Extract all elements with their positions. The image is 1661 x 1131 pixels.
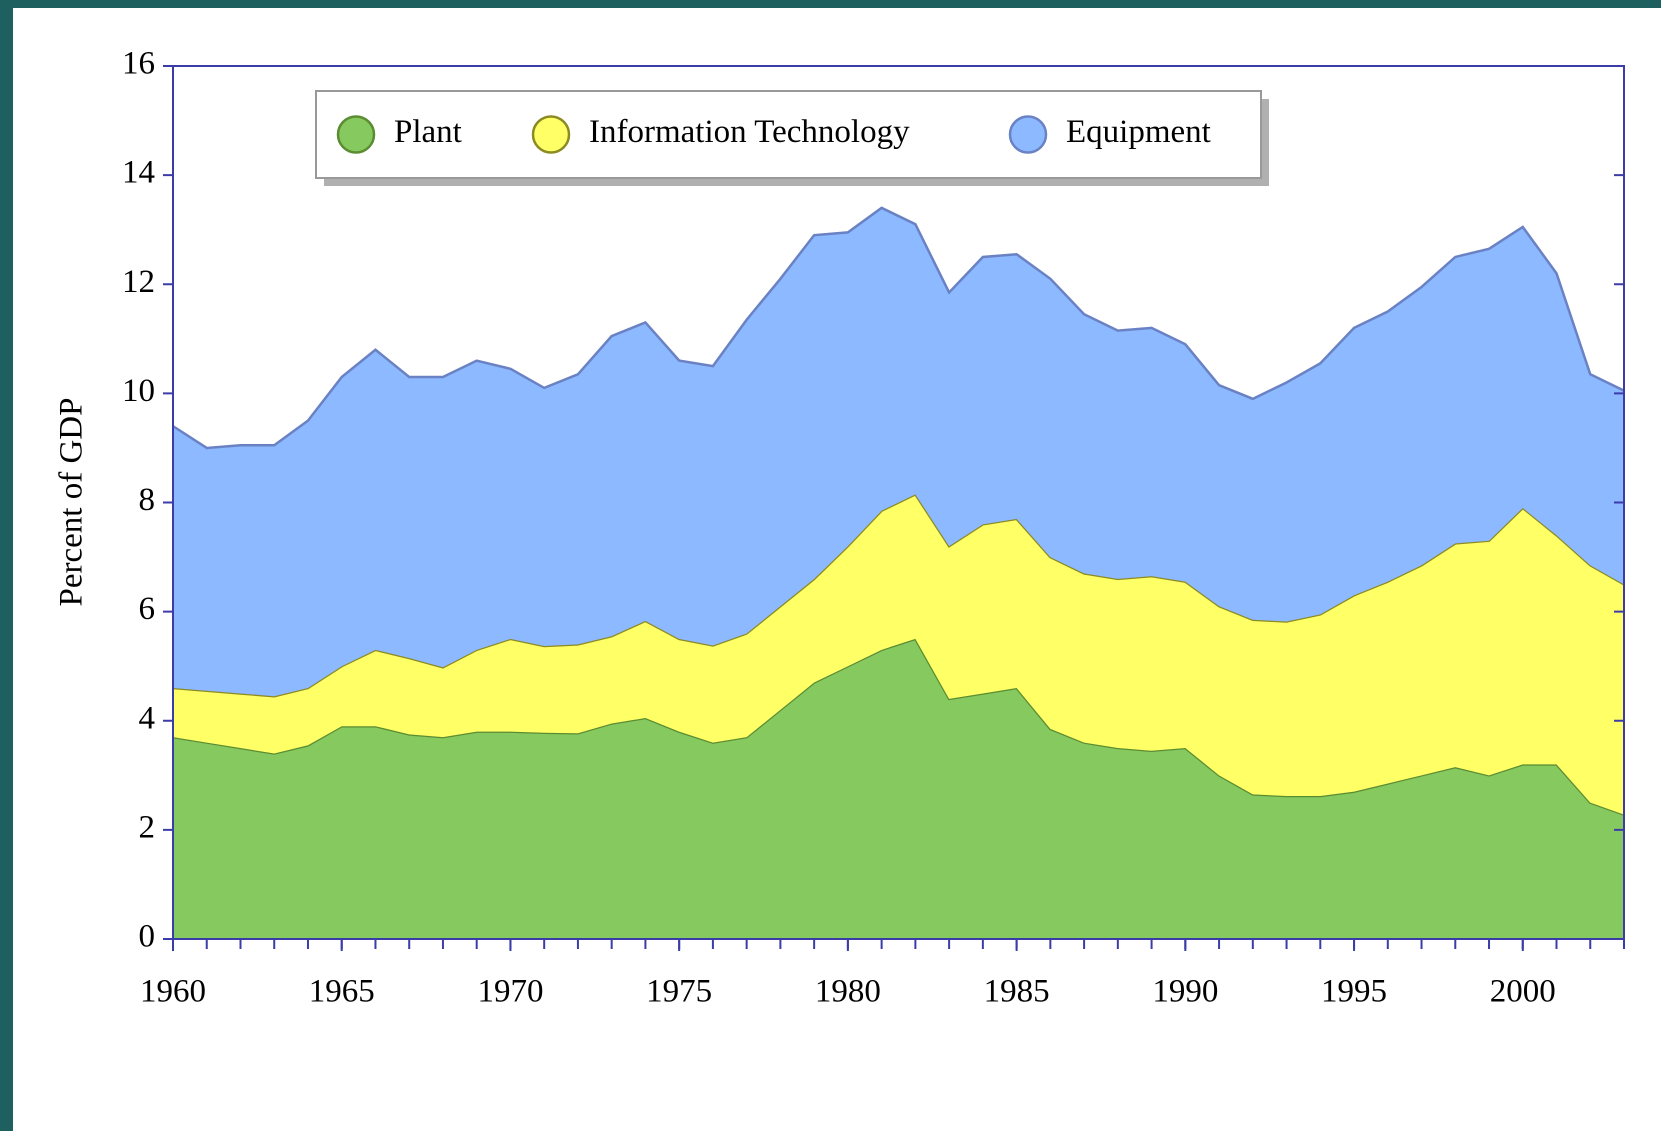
y-tick-label: 10 bbox=[122, 373, 155, 409]
area-edge bbox=[172, 206, 1625, 450]
legend-label: Equipment bbox=[1066, 114, 1211, 150]
y-tick-label: 2 bbox=[139, 809, 156, 845]
y-tick-label: 14 bbox=[122, 155, 155, 191]
x-tick-label: 1990 bbox=[1152, 974, 1218, 1010]
x-tick-label: 1985 bbox=[984, 974, 1050, 1010]
area bbox=[173, 494, 1624, 815]
legend-label: Information Technology bbox=[589, 114, 910, 150]
area bbox=[173, 207, 1624, 697]
y-tick-label: 12 bbox=[122, 264, 155, 300]
y-tick-label: 4 bbox=[139, 700, 156, 736]
x-tick-label: 1960 bbox=[140, 974, 206, 1010]
x-tick-label: 1980 bbox=[815, 974, 881, 1010]
y-tick-label: 16 bbox=[122, 46, 155, 82]
legend-label: Plant bbox=[394, 114, 462, 150]
legend bbox=[315, 90, 1262, 179]
legend-swatch bbox=[531, 115, 571, 154]
x-tick-label: 1975 bbox=[646, 974, 712, 1010]
area bbox=[173, 638, 1624, 939]
legend-swatch bbox=[336, 115, 376, 154]
x-tick-label: 1995 bbox=[1321, 974, 1387, 1010]
x-tick-label: 1970 bbox=[477, 974, 543, 1010]
y-tick-label: 6 bbox=[139, 591, 156, 627]
y-tick-label: 8 bbox=[139, 482, 156, 518]
x-tick-label: 1965 bbox=[309, 974, 375, 1010]
legend-swatch bbox=[1008, 115, 1048, 154]
y-axis-label: Percent of GDP bbox=[54, 398, 90, 607]
x-tick-label: 2000 bbox=[1490, 974, 1556, 1010]
y-tick-label: 0 bbox=[139, 919, 156, 955]
